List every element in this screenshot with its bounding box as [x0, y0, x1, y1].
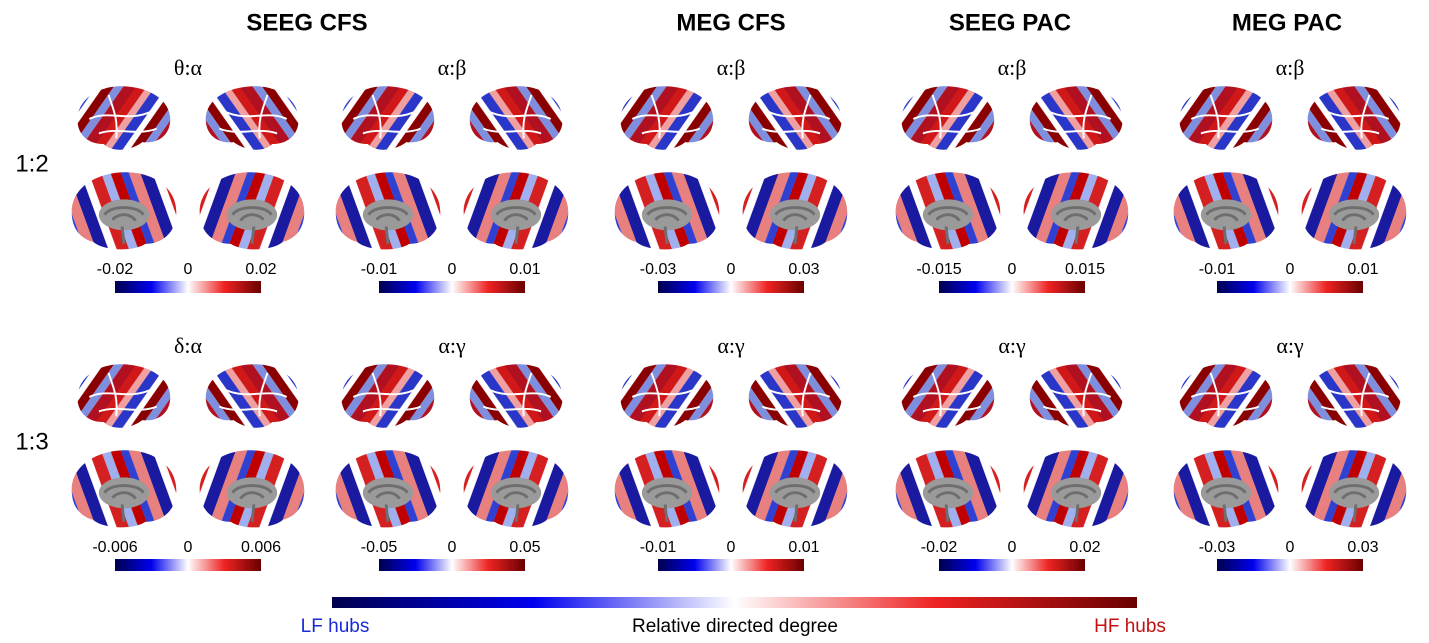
colorbar: [115, 559, 261, 571]
ratio-label: α:β: [1276, 55, 1305, 80]
colorbar-tick-label: -0.01: [361, 261, 398, 278]
colorbar-tick-label: 0.006: [241, 539, 281, 556]
colorbar-tick-label: 0.01: [1347, 261, 1378, 278]
colorbar-tick-label: 0.01: [509, 261, 540, 278]
ratio-label: α:β: [717, 55, 746, 80]
legend-right: HF hubs: [1094, 616, 1166, 637]
colorbar-tick-label: 0: [727, 261, 736, 278]
column-title: SEEG PAC: [949, 9, 1071, 36]
colorbar: [379, 281, 525, 293]
colorbar-tick-label: -0.03: [1199, 539, 1236, 556]
colorbar: [658, 559, 804, 571]
colorbar: [658, 281, 804, 293]
row-label: 1:2: [15, 150, 48, 177]
colorbar-tick-label: 0.03: [1347, 539, 1378, 556]
colorbar-tick-label: -0.05: [361, 539, 398, 556]
colorbar-tick-label: -0.03: [640, 261, 677, 278]
colorbar-tick-label: 0: [1008, 539, 1017, 556]
ratio-label: θ:α: [174, 55, 203, 80]
column-title: SEEG CFS: [246, 9, 367, 36]
colorbar-tick-label: 0.02: [245, 261, 276, 278]
main-colorbar: [332, 597, 1137, 608]
legend-center: Relative directed degree: [632, 616, 838, 637]
colorbar: [115, 281, 261, 293]
colorbar-tick-label: -0.01: [640, 539, 677, 556]
colorbar: [1217, 281, 1363, 293]
colorbar-tick-label: 0: [448, 261, 457, 278]
colorbar: [939, 559, 1085, 571]
colorbar-tick-label: 0.03: [788, 261, 819, 278]
colorbar-tick-label: 0.02: [1069, 539, 1100, 556]
column-title: MEG CFS: [676, 9, 785, 36]
colorbar-tick-label: 0.015: [1065, 261, 1105, 278]
colorbar-tick-label: -0.02: [97, 261, 134, 278]
ratio-label: α:γ: [438, 333, 466, 358]
ratio-label: α:β: [438, 55, 467, 80]
ratio-label: α:β: [998, 55, 1027, 80]
brains: [72, 86, 1407, 527]
column-title: MEG PAC: [1232, 9, 1342, 36]
colorbar-tick-label: 0: [1286, 539, 1295, 556]
colorbar-tick-label: -0.006: [92, 539, 137, 556]
colorbar-tick-label: 0: [184, 539, 193, 556]
colorbar-tick-label: 0: [1286, 261, 1295, 278]
ratio-label: α:γ: [998, 333, 1026, 358]
colorbar: [1217, 559, 1363, 571]
ratio-label: α:γ: [1276, 333, 1304, 358]
colorbar-tick-label: 0.01: [788, 539, 819, 556]
row-label: 1:3: [15, 428, 48, 455]
colorbar-tick-label: 0: [184, 261, 193, 278]
colorbar-tick-label: 0.05: [509, 539, 540, 556]
legend-left: LF hubs: [301, 616, 370, 637]
colorbar-tick-label: -0.015: [916, 261, 961, 278]
colorbar: [379, 559, 525, 571]
colorbar: [939, 281, 1085, 293]
ratio-label: δ:α: [174, 333, 202, 358]
ratio-label: α:γ: [717, 333, 745, 358]
colorbar-tick-label: -0.01: [1199, 261, 1236, 278]
colorbar-tick-label: 0: [727, 539, 736, 556]
colorbar-tick-label: 0: [1008, 261, 1017, 278]
colorbar-tick-label: -0.02: [921, 539, 958, 556]
colorbar-tick-label: 0: [448, 539, 457, 556]
